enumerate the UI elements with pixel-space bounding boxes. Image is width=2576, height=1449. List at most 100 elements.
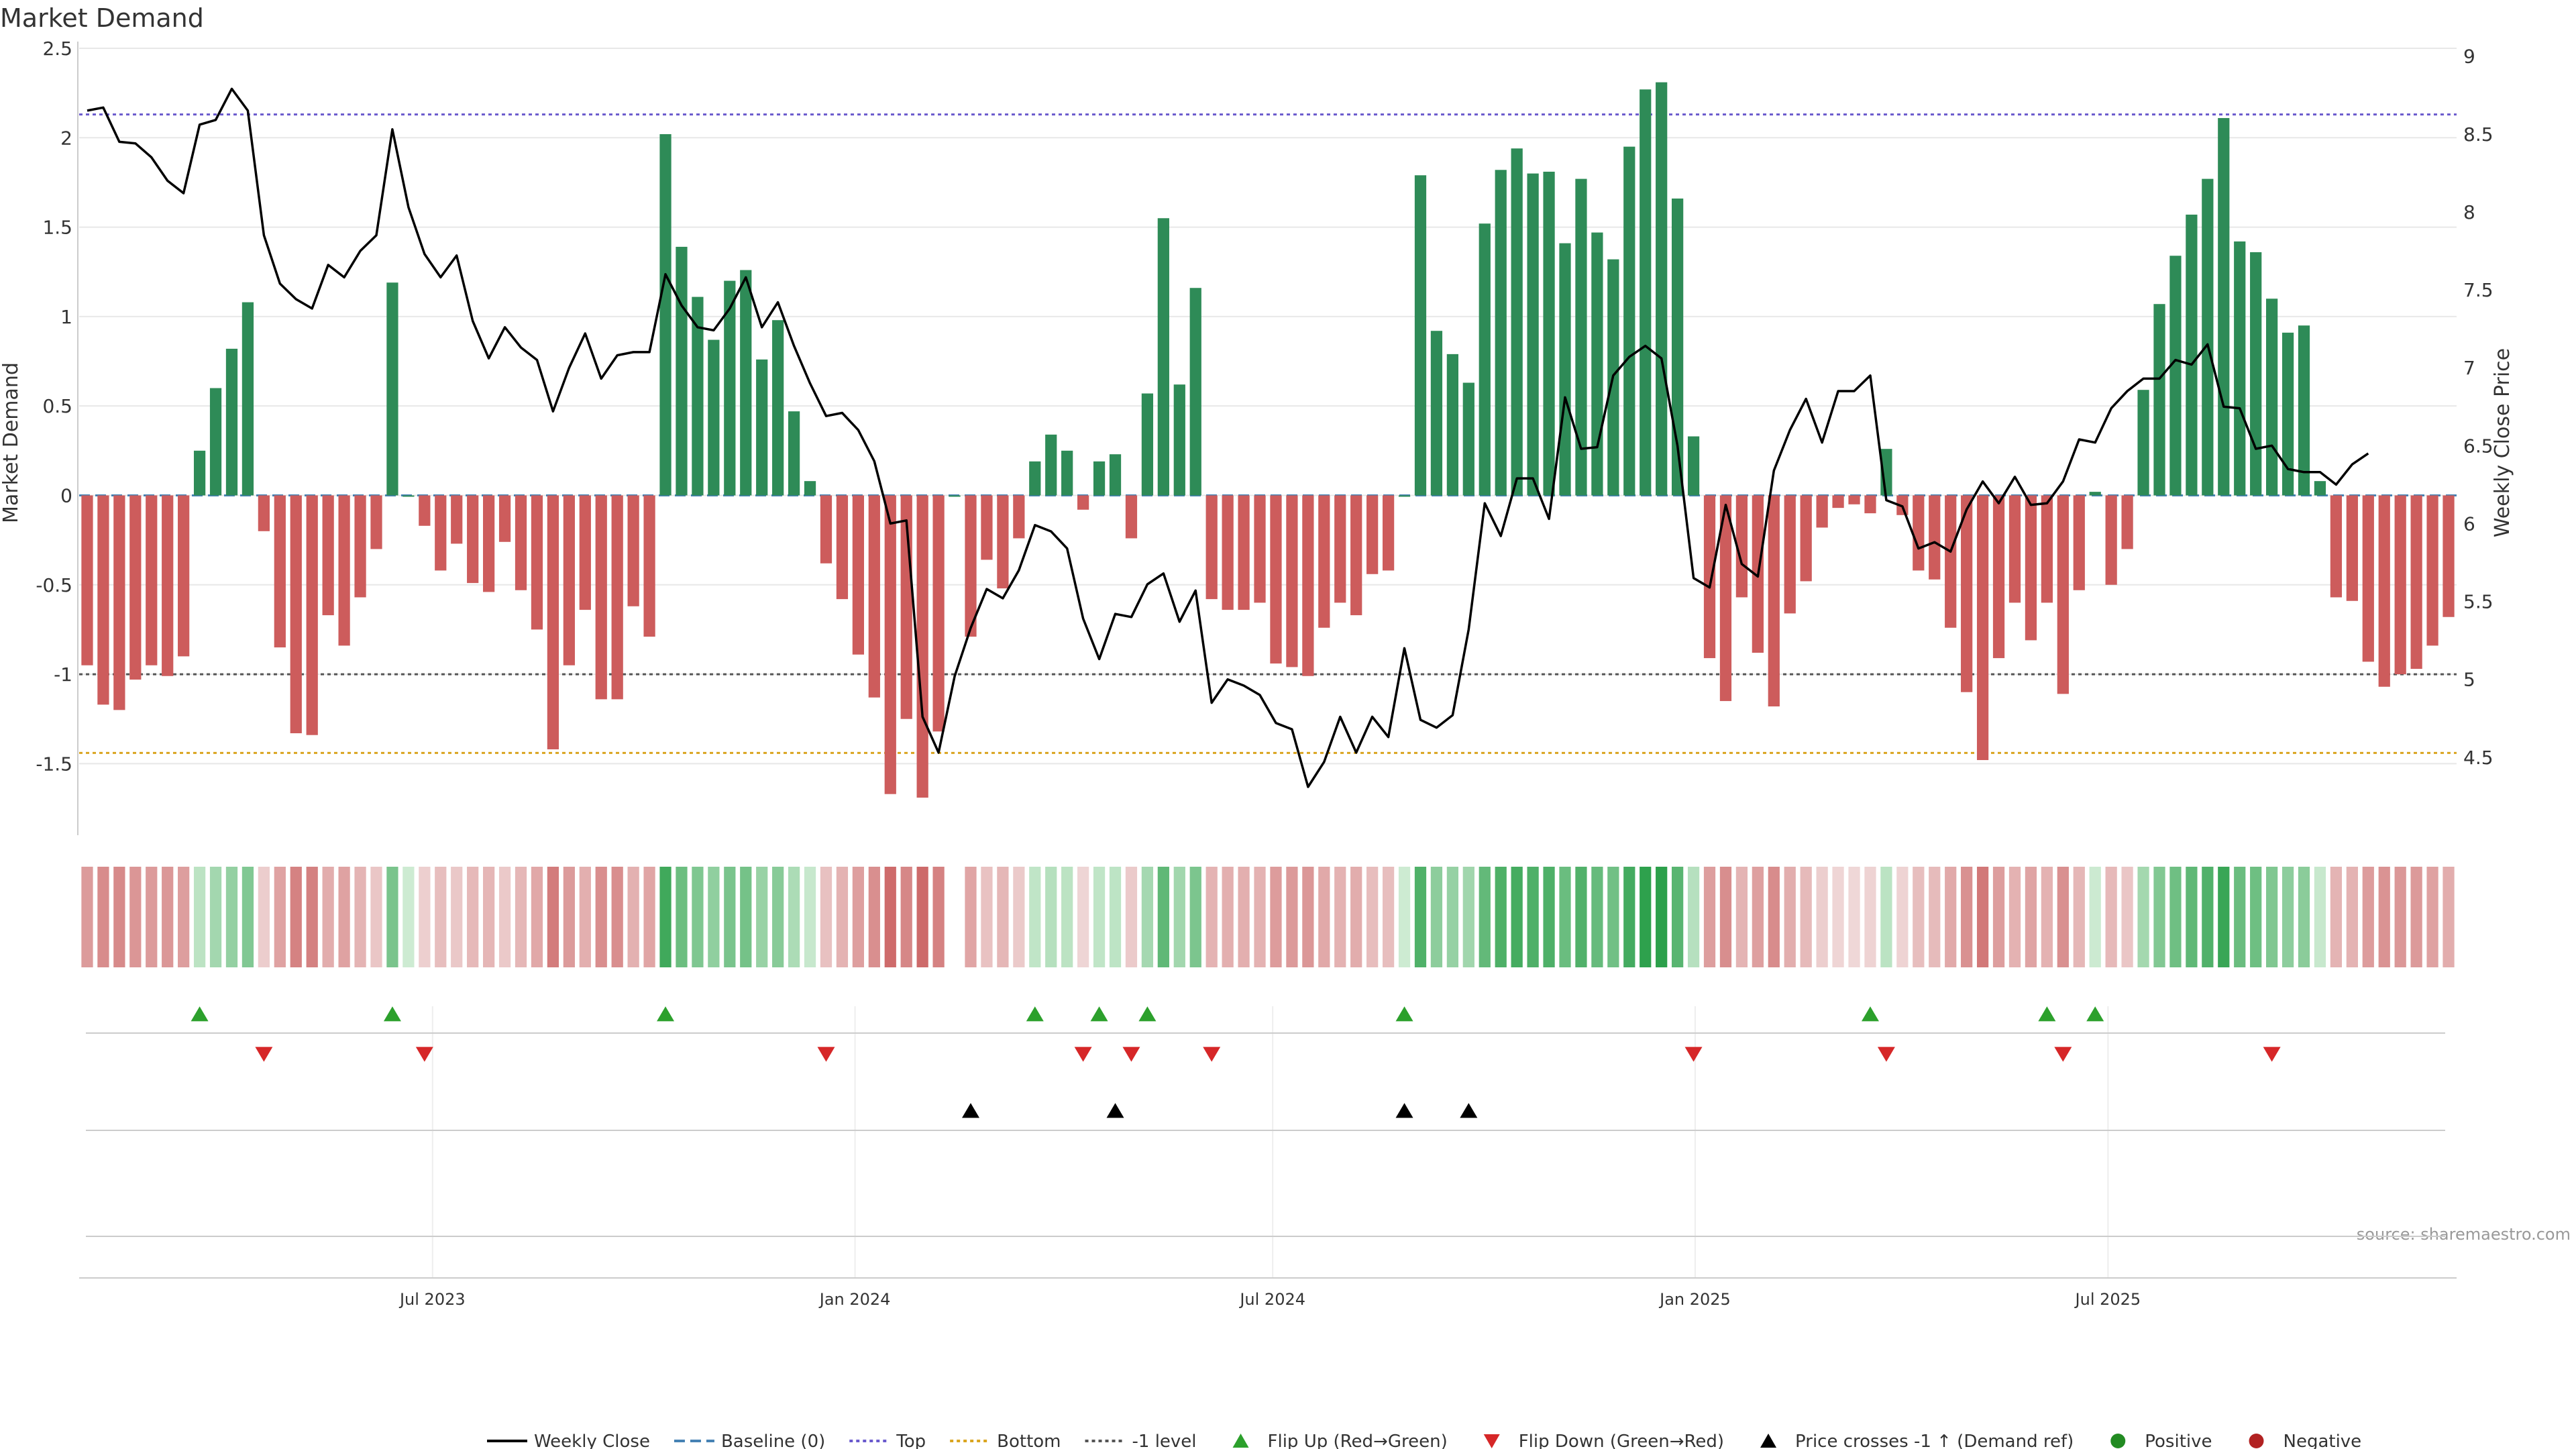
y2-tick-label: 4.5 [2463,747,2493,769]
demand-bar [2282,332,2294,496]
strip-cell [2443,867,2455,967]
legend-label: Bottom [997,1432,1061,1449]
demand-bar [1495,170,1507,496]
strip-cell [1623,867,1635,967]
demand-bar [1623,146,1635,496]
demand-bar [981,495,993,560]
demand-bar [2089,492,2101,496]
demand-bar [1543,171,1555,496]
strip-cell [322,867,334,967]
flip-up-marker [2038,1006,2056,1022]
flip-up-marker [657,1006,675,1022]
source-note: source: sharemaestro.com [2357,1225,2571,1244]
y-tick-label: -1.5 [36,753,72,775]
y-tick-label: -0.5 [36,574,72,596]
demand-bar [1205,495,1218,600]
strip-cell [1029,867,1041,967]
strip-cell [900,867,912,967]
strip-cell [1302,867,1314,967]
strip-cell [1013,867,1025,967]
strip-cell [1543,867,1555,967]
legend-label: Negative [2284,1432,2362,1449]
demand-bar [692,297,704,496]
demand-bar [1591,232,1603,496]
flip-down-marker [1877,1046,1895,1062]
strip-cell [868,867,880,967]
strip-cell [1270,867,1282,967]
legend-swatch-price-cross [1760,1434,1777,1448]
strip-cell [498,867,511,967]
demand-bar [2394,495,2406,675]
x-tick-label: Jul 2023 [398,1290,466,1309]
demand-bar [2314,481,2326,496]
flip-up-marker [1861,1006,1879,1022]
strip-cell [2426,867,2438,967]
demand-bar [708,339,720,496]
y-axis-ticks: 2.5 2 1.5 1 0.5 0 -0.5 -1 -1.5 [36,38,78,835]
demand-bar [1864,495,1876,514]
strip-cell [692,867,704,967]
flip-down-marker [255,1046,273,1062]
demand-bar [354,495,366,598]
strip-cell [1575,867,1587,967]
flip-down-marker [415,1046,433,1062]
strip-cell [419,867,431,967]
strip-cell [1591,867,1603,967]
strip-cell [1945,867,1957,967]
demand-bar [467,495,479,584]
demand-bar [1061,450,1073,496]
demand-bar [435,495,447,571]
demand-bar [402,495,415,497]
demand-bar [1173,384,1185,496]
strip-cell [1527,867,1539,967]
strip-cell [611,867,623,967]
strip-cell [1189,867,1201,967]
strip-cell [740,867,752,967]
x-tick-label: Jul 2024 [1238,1290,1305,1309]
grid-lines [79,48,2457,1278]
legend-label: -1 level [1132,1432,1197,1449]
demand-bar [1238,495,1250,610]
strip-cell [2378,867,2390,967]
demand-bar [1800,495,1812,582]
demand-bar [1157,218,1169,496]
legend-label: Flip Up (Red→Green) [1268,1432,1448,1449]
strip-cell [1976,867,1989,967]
strip-cell [2057,867,2069,967]
demand-bar [2025,495,2037,641]
demand-bar [2218,117,2230,496]
demand-bar [306,495,318,735]
demand-bar [129,495,142,680]
demand-bar [1929,495,1941,580]
strip-cell [1286,867,1298,967]
demand-bar [1302,495,1314,676]
strip-cell [2346,867,2358,967]
strip-cell [1462,867,1474,967]
strip-cell [1045,867,1057,967]
strip-cell [162,867,174,967]
demand-bar [97,495,109,705]
demand-bar [2041,495,2053,603]
demand-bar [595,495,607,700]
demand-bar [1479,223,1491,496]
y-axis-label: Market Demand [0,362,23,523]
flip-down-marker [817,1046,835,1062]
strip-cell [1125,867,1138,967]
y-tick-label: 0.5 [42,395,72,417]
demand-bar [788,411,800,496]
strip-cell [483,867,495,967]
strip-cell [306,867,318,967]
strip-cell [1093,867,1106,967]
strip-cell [1173,867,1185,967]
legend-label: Baseline (0) [721,1432,825,1449]
x-tick-label: Jul 2025 [2074,1290,2141,1309]
demand-bar [740,270,752,496]
y2-tick-label: 6.5 [2463,435,2493,457]
flip-down-marker [1203,1046,1221,1062]
demand-bar [1430,331,1443,496]
strip-cell [531,867,543,967]
demand-bar [531,495,543,630]
strip-cell [708,867,720,967]
flip-up-marker [2086,1006,2104,1022]
demand-bar [1768,495,1780,707]
